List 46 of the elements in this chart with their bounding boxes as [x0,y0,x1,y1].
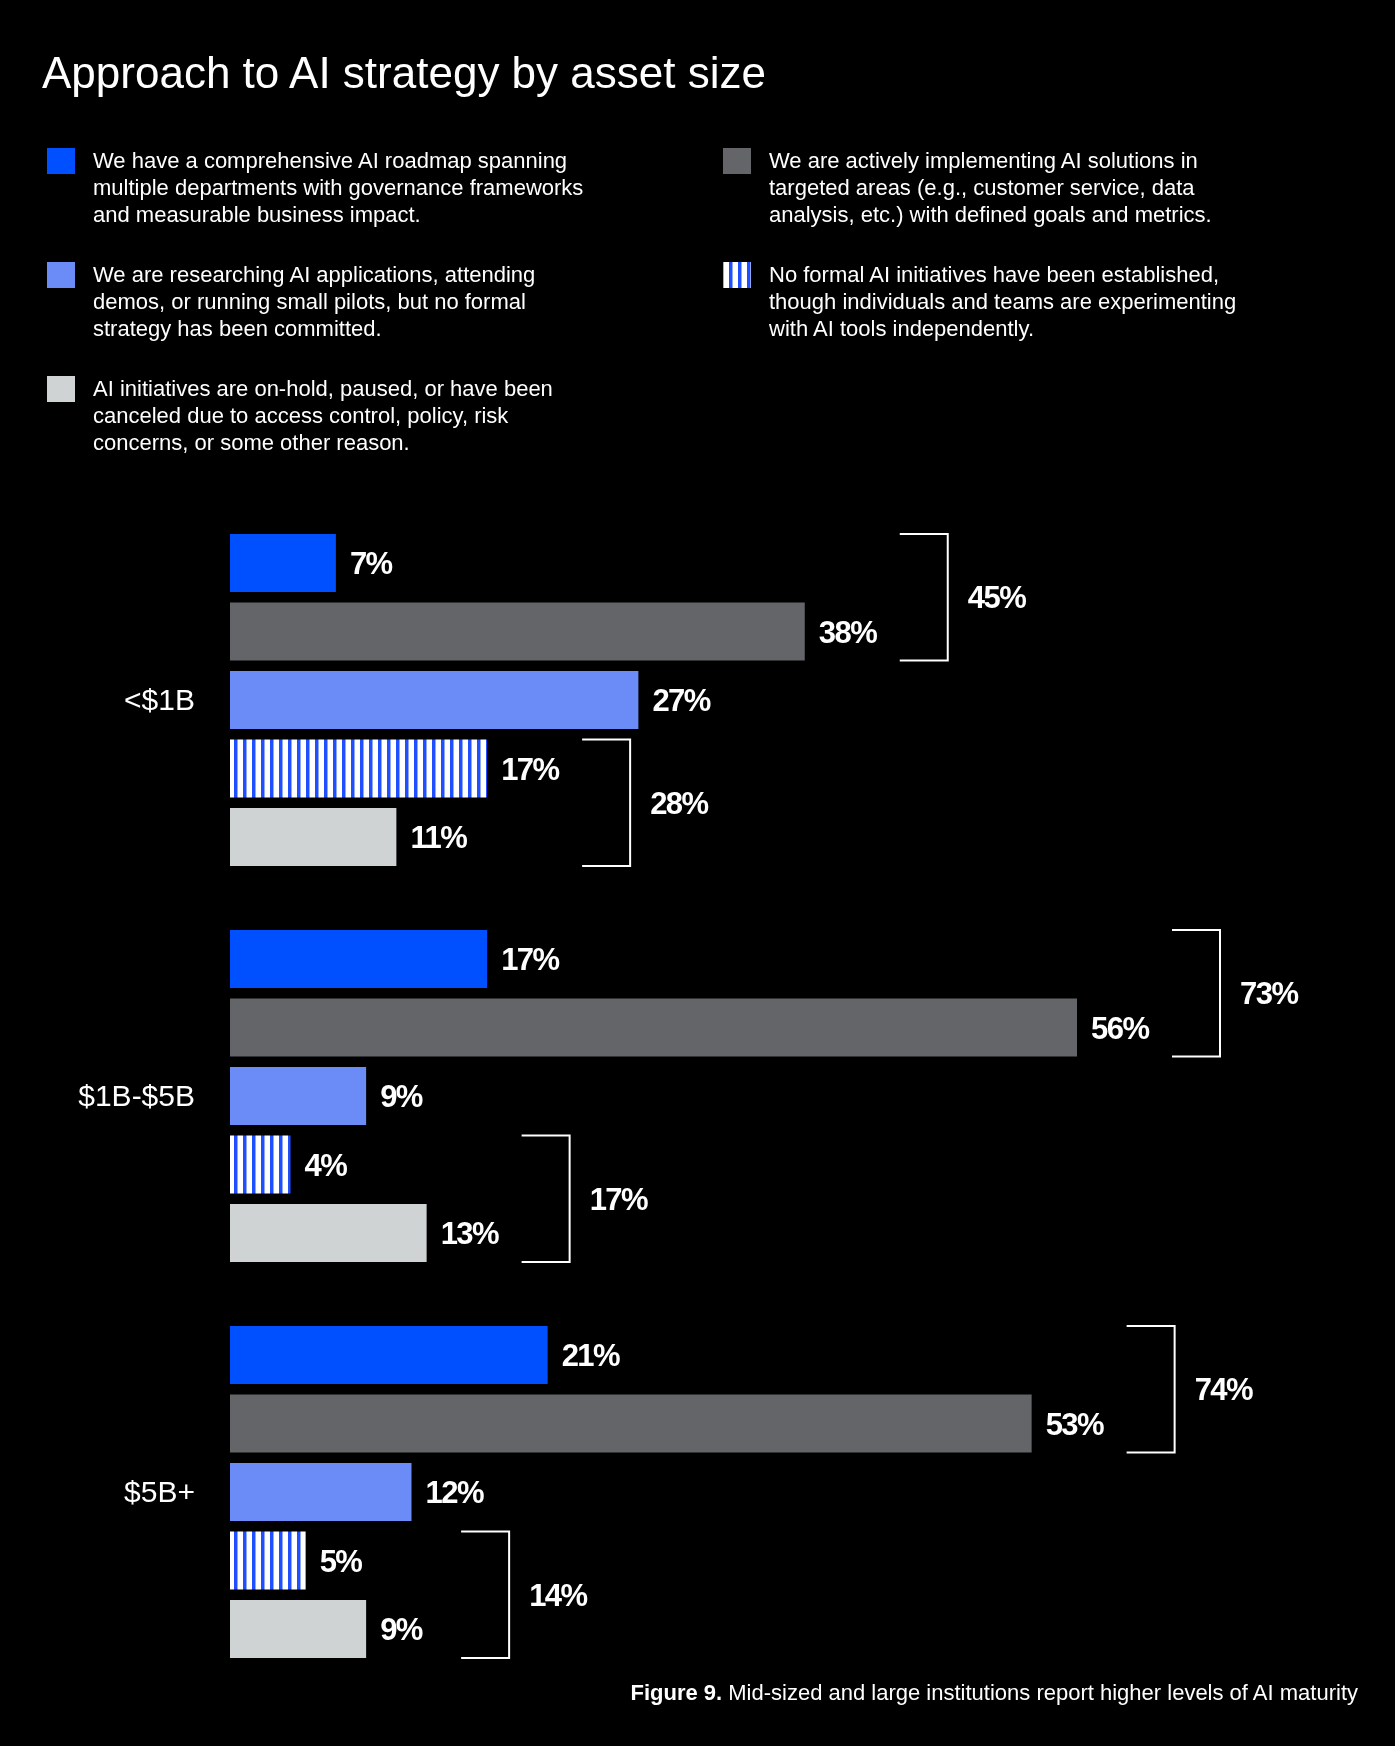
bar [230,602,805,661]
bar [230,1600,367,1658]
data-label: 17% [501,751,560,787]
annotation: 28% [650,785,709,821]
bar [230,739,488,798]
annotation: 17% [589,1181,649,1217]
bar [230,534,336,592]
bar [230,930,488,988]
data-label: 4% [304,1147,348,1183]
data-label: 5% [319,1543,363,1579]
text: 74% [1194,1372,1254,1408]
legend-label: AI initiatives are on-hold, paused, or have been canceled due to access control, policy, risk concerns, or some other reason. [93,376,553,455]
chart-title: Approach to AI strategy by asset size [42,48,766,97]
y-tick-label: $5B+ [124,1475,195,1508]
data-label: 17% [501,942,560,977]
data-label: 56% [1091,1010,1150,1046]
bar [230,808,397,866]
data-label: 53% [1045,1406,1105,1442]
bar [230,1326,548,1384]
data-label: 11% [410,820,468,855]
legend-label: We are researching AI applications, attending demos, or running small pilots, but no formal strategy has been committed. [93,262,536,341]
bar [230,1394,1032,1453]
legend-label: We are actively implementing AI solutions in targeted areas (e.g., customer service, data analysis, etc.) with defined goals and metrics. [769,148,1212,227]
text: 73% [1240,976,1299,1012]
data-label: 12% [425,1475,484,1510]
annotation: 45% [967,580,1027,616]
bar [230,1204,427,1262]
annotation: 14% [529,1577,588,1613]
annotation: Figure 9. Mid-sized and large institutions report higher levels of AI maturity [630,1680,1358,1705]
data-label: 7% [349,546,393,581]
legend-label: No formal AI initiatives have been established, though individuals and teams are experimenting with AI tools independently. [768,262,1237,341]
data-label: 9% [380,1612,423,1647]
data-label: 27% [652,683,711,718]
data-label: 13% [440,1216,500,1251]
bar [230,998,1077,1057]
y-tick-label: <$1B [124,683,195,716]
legend-label: We have a comprehensive AI roadmap spanning multiple departments with governance frameworks and measurable business impact. [93,148,584,227]
bar [230,1463,412,1521]
bar [230,1067,367,1125]
bar [230,671,639,729]
y-tick-label: $1B-$5B [78,1079,195,1112]
data-label: 21% [561,1338,621,1373]
bar [230,1531,306,1590]
bar [230,1135,291,1194]
data-label: 9% [380,1079,423,1114]
data-label: 38% [818,614,878,650]
